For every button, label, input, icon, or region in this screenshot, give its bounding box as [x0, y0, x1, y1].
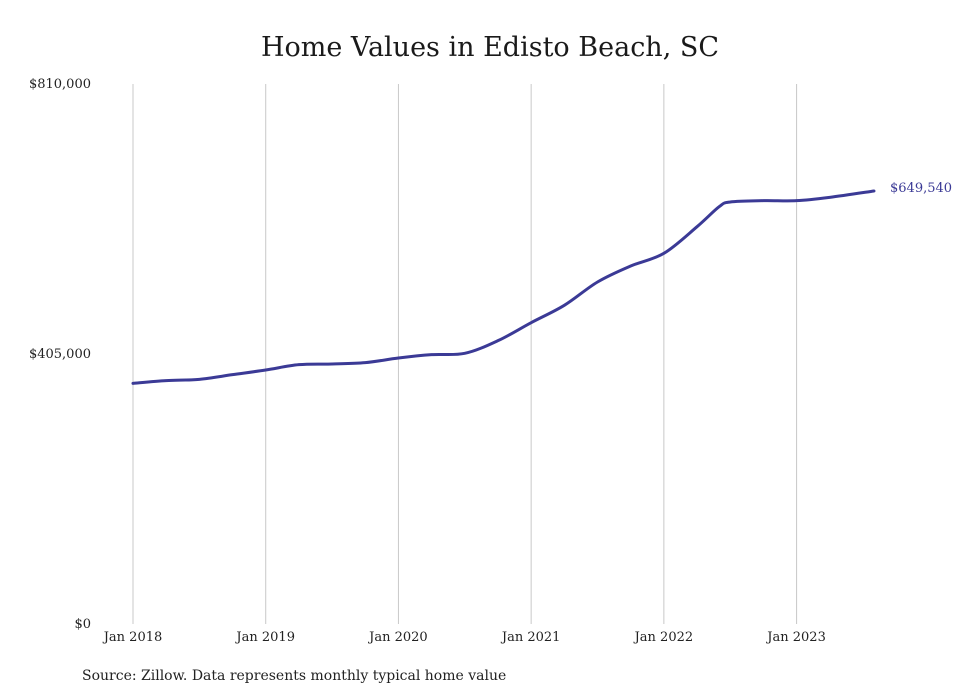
y-tick-label: $0 [74, 617, 91, 632]
x-tick-label: Jan 2021 [500, 630, 561, 645]
x-tick-label: Jan 2019 [234, 630, 295, 645]
x-axis-ticks: Jan 2018 Jan 2019 Jan 2020 Jan 2021 Jan 2022… [102, 630, 826, 645]
y-axis-ticks: $0 $405,000 $810,000 [29, 77, 91, 632]
x-tick-label: Jan 2020 [367, 630, 428, 645]
series-layer: $649,540 [131, 181, 952, 385]
y-tick-label: $810,000 [29, 77, 91, 92]
series-line-0 [131, 189, 876, 385]
chart-title: Home Values in Edisto Beach, SC [260, 32, 720, 63]
grid-lines [132, 84, 798, 624]
x-tick-label: Jan 2023 [765, 630, 826, 645]
y-tick-label: $405,000 [29, 347, 91, 362]
chart-source-note: Source: Zillow. Data represents monthly … [82, 668, 507, 684]
end-value-label: $649,540 [890, 181, 952, 196]
x-tick-label: Jan 2022 [633, 630, 694, 645]
x-tick-label: Jan 2018 [102, 630, 163, 645]
